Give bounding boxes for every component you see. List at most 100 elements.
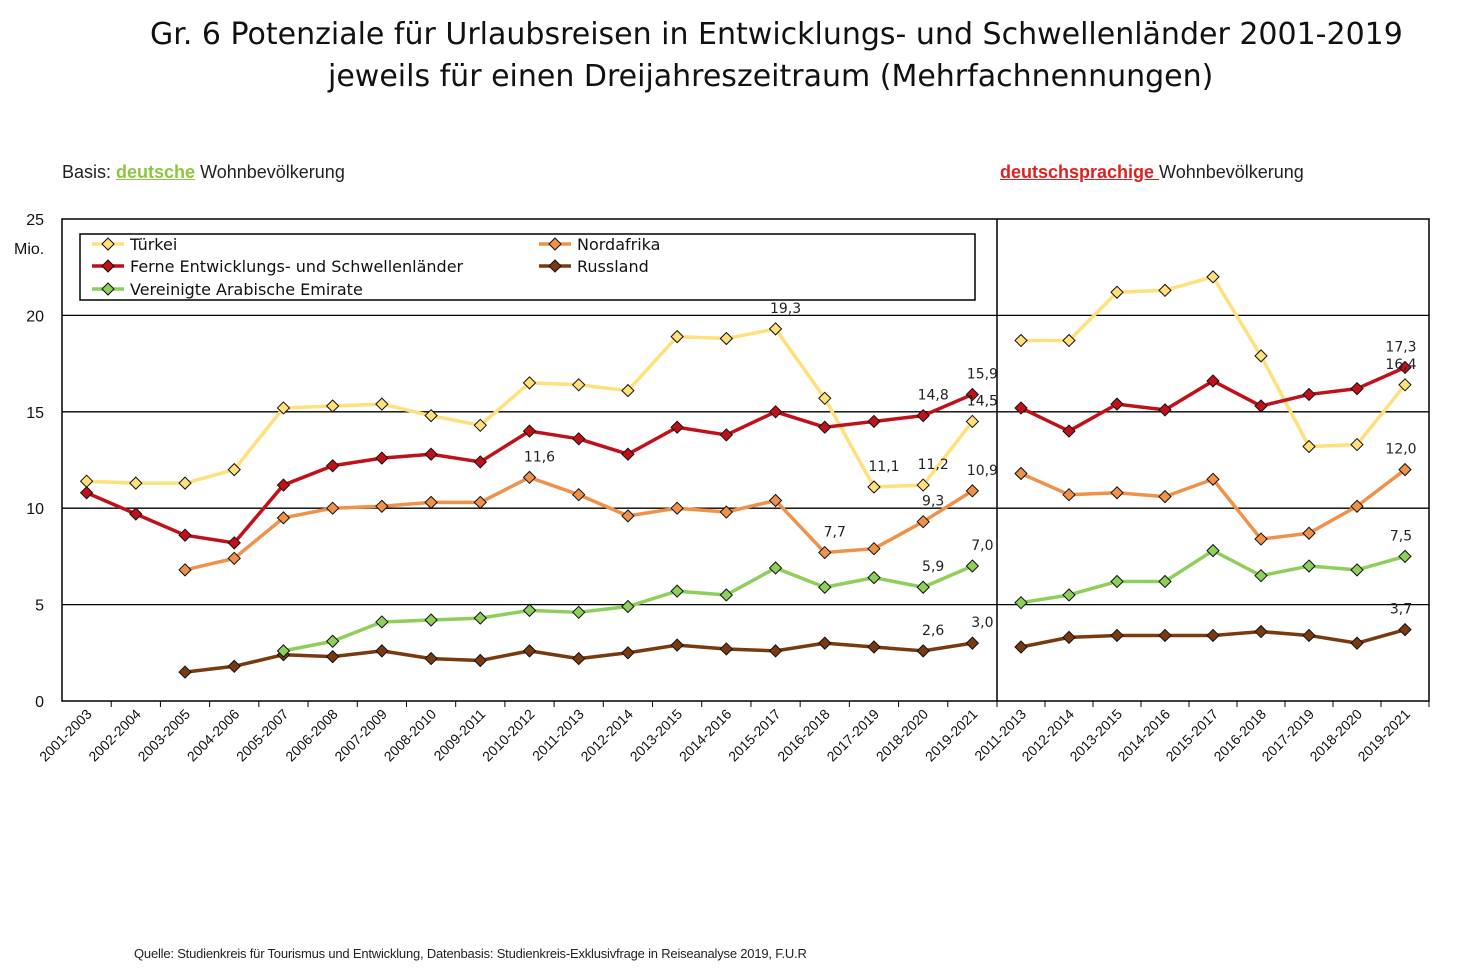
data-point [916,644,930,658]
data-label: 14,5 [967,393,998,409]
x-tick-label: 2019-2021 [1354,706,1413,765]
data-point [1062,630,1076,645]
data-point [1398,462,1412,477]
data-point [1158,574,1172,589]
data-point [1062,333,1076,348]
y-unit-label: Mio. [14,241,44,258]
data-point [473,653,487,668]
data-point [621,509,635,523]
data-point [325,459,340,473]
data-point [1014,466,1028,481]
data-point [424,651,438,666]
data-point [424,447,438,461]
data-label: 19,3 [770,301,801,317]
data-point [1206,270,1220,284]
data-label: 11,1 [868,459,899,475]
legend-box [79,233,976,301]
legend-label: Nordafrika [577,235,660,254]
data-point [867,640,881,654]
data-point [79,474,94,488]
data-point [1110,574,1124,589]
data-label: 9,3 [922,494,944,510]
basis-left-suffix: Wohnbevölkerung [195,162,345,182]
data-point [1062,487,1076,502]
data-point [276,478,291,492]
data-point [1254,568,1268,583]
data-point [916,514,930,529]
y-tick-label: 5 [35,598,44,615]
data-label: 15,9 [967,366,998,382]
data-point [670,501,684,515]
data-label: 3,0 [971,615,993,631]
line-chart: 0 5 10 15 20 25 Mio. 2001-20032002-20042003-200… [14,212,1430,765]
x-tick-label: 2015-2017 [725,706,784,765]
data-point [1398,360,1412,375]
legend-label: Ferne Entwicklungs- und Schwellenländer [130,257,464,276]
data-point [916,580,930,594]
data-point [1350,563,1364,577]
data-label: 7,5 [1390,528,1412,544]
data-point [768,493,783,508]
basis-left-prefix: Basis: [62,162,117,182]
data-point [572,605,586,620]
data-point [1110,397,1124,411]
data-point [1158,489,1172,504]
data-point [375,615,389,629]
data-point [965,636,980,650]
data-point [473,418,487,433]
data-point [867,570,881,585]
x-tick-label: 2018-2020 [873,706,932,765]
y-tick-label: 25 [26,212,44,229]
data-point [522,644,537,658]
data-point [1014,595,1028,610]
data-point [1254,624,1268,639]
data-point [1398,622,1412,637]
x-tick-label: 2017-2019 [823,706,882,765]
data-point [1350,437,1364,452]
data-point [522,376,537,390]
data-point [325,501,340,515]
basis-left-highlight: deutsche [116,162,196,182]
data-point [1158,628,1172,643]
basis-right-suffix: Wohnbevölkerung [1159,162,1304,182]
y-tick-label: 0 [35,694,44,711]
data-point [818,545,832,560]
data-point [1062,588,1076,602]
x-tick-label: 2019-2021 [922,706,981,765]
data-label: 5,9 [922,559,944,575]
data-point [178,528,192,542]
data-label: 2,6 [922,623,944,639]
data-point [916,478,930,492]
data-point [621,599,635,614]
data-point [1014,333,1028,348]
data-point [227,551,241,566]
x-tick-label: 2007-2009 [331,706,390,765]
data-point [965,387,980,402]
data-point [670,420,684,434]
data-label: 7,7 [824,525,846,541]
data-point [719,428,734,442]
x-tick-label: 2014-2016 [676,706,735,765]
data-point [375,644,389,658]
data-point [473,455,487,469]
data-point [1014,401,1028,415]
data-point [1206,374,1220,388]
title-line-2: jeweils für einen Dreijahreszeitraum (Me… [328,59,1214,94]
data-point [1158,283,1172,298]
data-point [1350,636,1364,650]
data-point [1302,526,1316,540]
x-tick-label: 2013-2015 [627,706,686,765]
data-point [965,484,980,498]
y-tick-label: 20 [26,308,44,325]
data-point [325,649,340,664]
basis-right-highlight: deutschsprachige [1000,162,1160,182]
data-label: 11,6 [524,449,555,465]
data-point [719,588,734,602]
data-point [375,499,389,513]
data-point [572,651,586,666]
data-point [719,505,734,519]
data-point [1110,486,1124,500]
data-point [227,462,241,477]
y-tick-label: 10 [26,501,44,518]
data-point [227,659,241,674]
